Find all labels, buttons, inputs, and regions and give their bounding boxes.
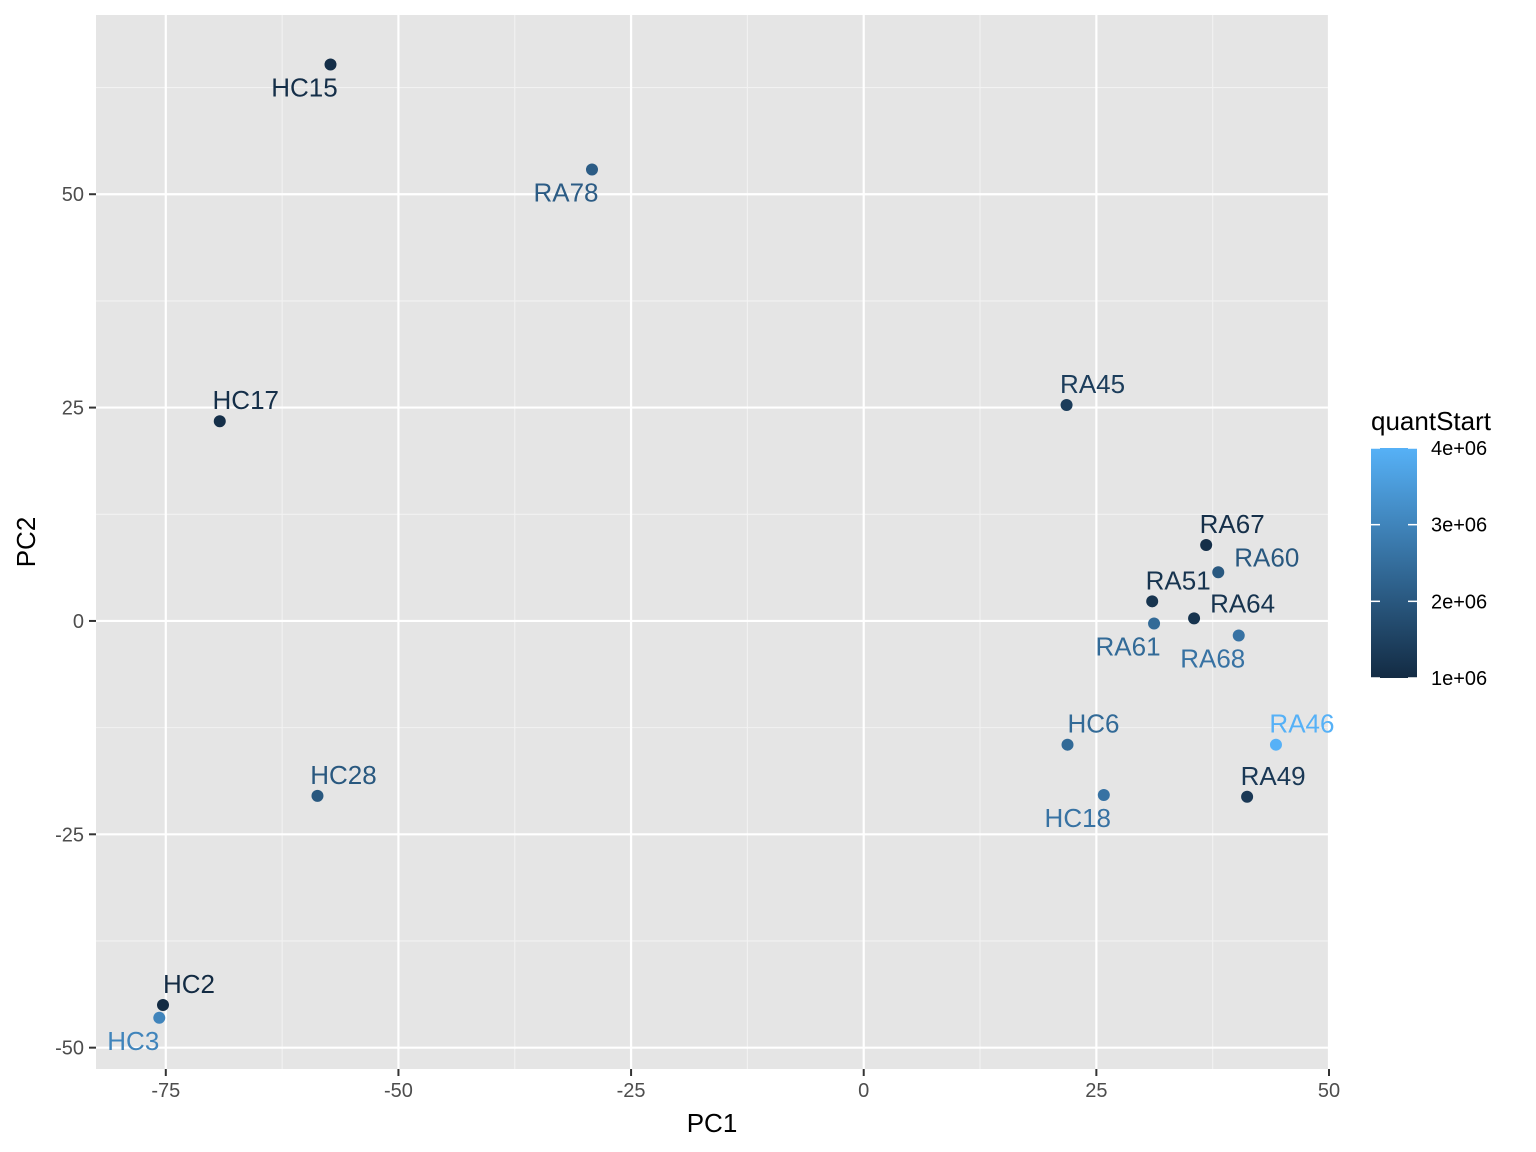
point-label-ra67: RA67 (1200, 509, 1265, 539)
axis-ticks: -75 -50 -25 0 25 50 -50 -25 0 25 50 (55, 184, 1340, 1102)
point-hc6 (1061, 738, 1074, 751)
point-label-ra64: RA64 (1210, 588, 1275, 618)
point-hc18 (1097, 789, 1110, 802)
point-ra61 (1148, 617, 1161, 630)
y-tick-label: -50 (55, 1038, 84, 1060)
point-label-hc15: HC15 (271, 72, 337, 102)
point-ra67 (1200, 538, 1213, 551)
x-axis-title: PC1 (687, 1108, 738, 1138)
point-hc2 (157, 998, 170, 1011)
point-ra68 (1232, 629, 1245, 642)
point-hc17 (213, 415, 226, 428)
legend-tick-label: 4e+06 (1431, 438, 1487, 460)
major-gridlines (96, 15, 1331, 1069)
y-tick-label: 0 (73, 611, 84, 633)
point-ra64 (1188, 612, 1201, 625)
point-label-hc2: HC2 (163, 969, 215, 999)
color-legend: quantStart 1e+06 2e+06 3e+06 4e+06 (1371, 406, 1492, 690)
point-label-ra61: RA61 (1096, 632, 1161, 662)
legend-ticks: 1e+06 2e+06 3e+06 4e+06 (1371, 438, 1487, 690)
data-points (153, 58, 1282, 1024)
x-tick-label: -75 (151, 1080, 180, 1102)
point-ra60 (1212, 566, 1225, 579)
x-tick-label: 50 (1318, 1080, 1340, 1102)
point-hc3 (153, 1011, 166, 1024)
point-label-hc17: HC17 (213, 385, 279, 415)
point-ra49 (1241, 790, 1254, 803)
point-label-ra68: RA68 (1180, 643, 1245, 673)
x-tick-label: 25 (1085, 1080, 1107, 1102)
point-hc15 (324, 58, 337, 71)
point-label-hc18: HC18 (1045, 803, 1111, 833)
x-tick-label: -25 (617, 1080, 646, 1102)
minor-gridlines (96, 15, 1329, 1069)
point-label-ra60: RA60 (1234, 542, 1299, 572)
y-axis-title: PC2 (11, 517, 41, 568)
legend-title: quantStart (1371, 406, 1492, 436)
point-label-ra46: RA46 (1269, 709, 1334, 739)
point-ra51 (1146, 595, 1159, 608)
legend-tick-label: 3e+06 (1431, 515, 1487, 537)
point-label-ra49: RA49 (1241, 761, 1306, 791)
point-label-hc3: HC3 (107, 1026, 159, 1056)
y-tick-label: 25 (62, 398, 84, 420)
y-tick-label: -25 (55, 824, 84, 846)
x-tick-label: 0 (858, 1080, 869, 1102)
point-hc28 (311, 789, 324, 802)
point-label-hc6: HC6 (1068, 709, 1120, 739)
plot-panel (96, 15, 1329, 1069)
point-label-hc28: HC28 (310, 760, 376, 790)
point-label-ra51: RA51 (1146, 565, 1211, 595)
legend-colorbar (1371, 448, 1417, 678)
legend-tick-label: 2e+06 (1431, 591, 1487, 613)
legend-tick-label: 1e+06 (1431, 668, 1487, 690)
point-ra78 (585, 163, 598, 176)
x-tick-label: -50 (384, 1080, 413, 1102)
point-label-ra78: RA78 (533, 177, 598, 207)
point-ra45 (1060, 399, 1073, 412)
point-ra46 (1269, 738, 1282, 751)
y-tick-label: 50 (62, 184, 84, 206)
point-label-ra45: RA45 (1060, 369, 1125, 399)
